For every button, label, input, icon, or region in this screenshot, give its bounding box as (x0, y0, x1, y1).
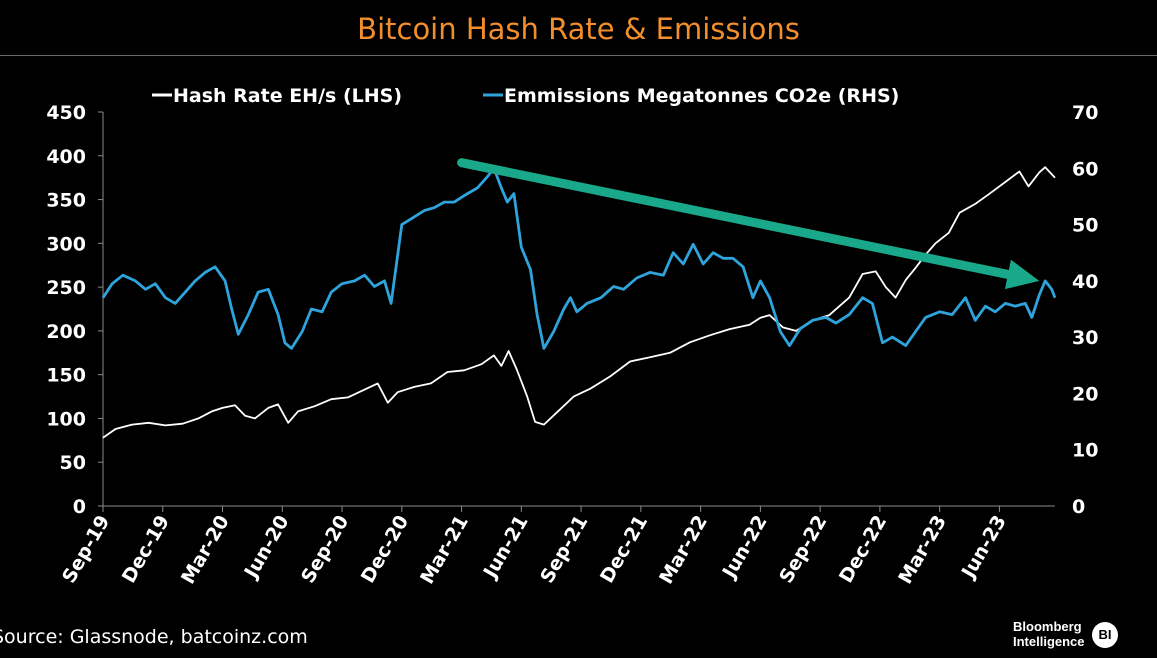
y-left-tick-label: 100 (46, 408, 86, 430)
x-tick-label: Dec-22 (835, 512, 891, 587)
legend-emissions-label: Emmissions Megatonnes CO2e (RHS) (504, 85, 899, 107)
y-left-tick-label: 350 (46, 190, 86, 212)
legend-hash-rate-label: Hash Rate EH/s (LHS) (173, 85, 402, 107)
y-right-tick-label: 30 (1072, 327, 1098, 349)
x-tick-label: Mar-22 (655, 512, 712, 588)
x-tick-label: Mar-23 (894, 512, 951, 588)
title-divider (0, 55, 1157, 56)
y-left-tick-label: 300 (46, 233, 86, 255)
x-tick-label: Jun-22 (717, 512, 771, 584)
chart-title: Bitcoin Hash Rate & Emissions (357, 12, 800, 46)
logo-line-2: Intelligence (1013, 634, 1085, 649)
x-tick-label: Sep-19 (58, 512, 114, 588)
y-right-tick-label: 20 (1072, 383, 1098, 405)
y-left-tick-label: 400 (46, 146, 86, 168)
y-left-tick-label: 200 (46, 321, 86, 343)
x-tick-label: Sep-22 (775, 512, 831, 588)
y-left-tick-label: 50 (60, 452, 86, 474)
x-tick-label: Dec-19 (118, 512, 174, 587)
hash-rate-line (102, 166, 1056, 439)
bloomberg-intelligence-logo: Bloomberg Intelligence (1013, 619, 1085, 649)
y-right-tick-label: 0 (1072, 496, 1085, 518)
trend-arrow-head (1004, 259, 1040, 290)
emissions-line (101, 166, 1057, 350)
y-left-tick-label: 150 (46, 365, 86, 387)
y-right-tick-label: 70 (1072, 102, 1098, 124)
x-tick-label: Sep-21 (536, 512, 592, 588)
y-left-tick-label: 450 (46, 102, 86, 124)
y-right-tick-label: 10 (1072, 440, 1098, 462)
y-right-tick-label: 50 (1072, 215, 1098, 237)
x-tick-label: Jun-20 (239, 512, 293, 584)
source-note: Source: Glassnode, batcoinz.com (0, 626, 308, 648)
x-tick-label: Dec-21 (596, 512, 652, 587)
x-tick-label: Jun-23 (956, 511, 1010, 583)
x-tick-label: Sep-20 (297, 512, 353, 588)
logo-line-1: Bloomberg (1013, 619, 1082, 634)
x-tick-label: Mar-20 (177, 512, 234, 588)
x-tick-label: Dec-20 (357, 512, 413, 587)
x-tick-label: Mar-21 (416, 512, 473, 588)
y-left-tick-label: 0 (73, 496, 86, 518)
bi-badge-icon: BI (1092, 622, 1118, 648)
y-right-tick-label: 60 (1072, 158, 1098, 180)
x-tick-label: Jun-21 (478, 512, 532, 584)
y-left-tick-label: 250 (46, 277, 86, 299)
trend-arrow-shaft (457, 158, 1013, 279)
y-right-tick-label: 40 (1072, 271, 1098, 293)
